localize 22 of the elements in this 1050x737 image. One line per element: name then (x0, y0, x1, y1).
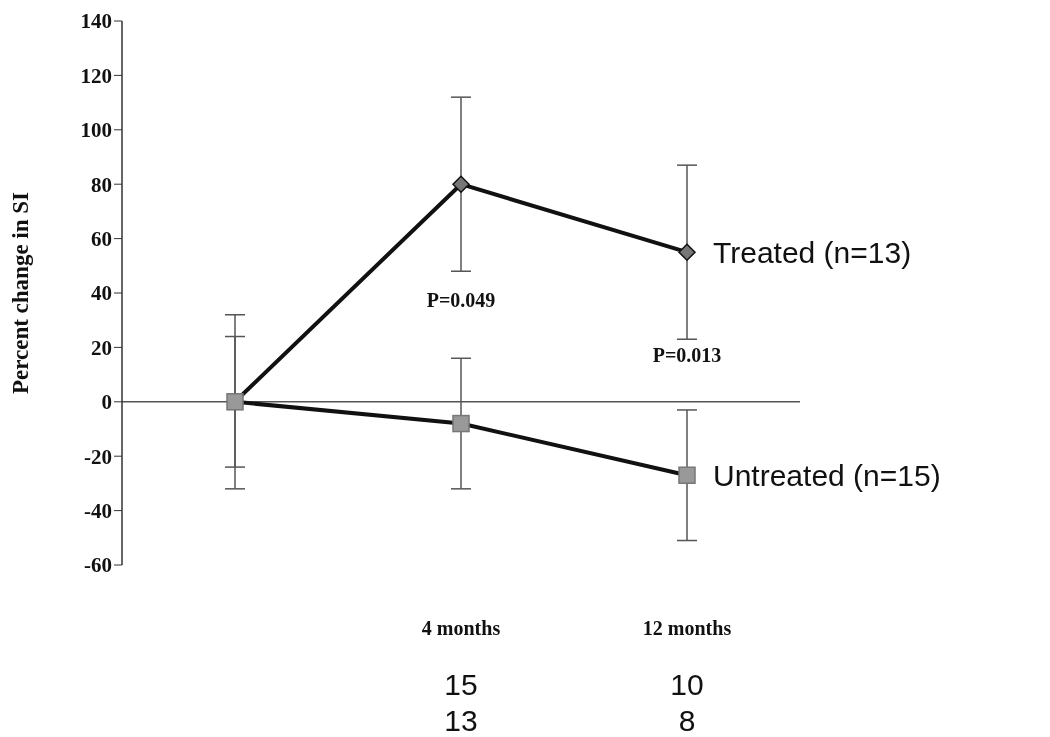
text: 13 (444, 704, 478, 737)
annotation: P=0.013 (652, 344, 722, 366)
y-tick-label: 80 (91, 172, 112, 197)
series-label: Untreated (n=15) (713, 459, 941, 493)
y-tick-label: -60 (84, 553, 112, 578)
x-tick-label: 12 months (642, 617, 732, 639)
text: 15 (444, 668, 478, 701)
y-tick-label: 0 (101, 390, 112, 415)
y-axis-title: Percent change in SI (8, 191, 34, 395)
series-label: Treated (n=13) (713, 236, 912, 270)
x-tick-label: 4 months (421, 617, 501, 639)
y-tick-label: 60 (91, 227, 112, 252)
y-tick-label: 120 (80, 63, 112, 88)
text: 8 (678, 704, 696, 737)
y-tick-label: 100 (80, 118, 112, 143)
y-tick-label: -40 (84, 499, 112, 524)
y-tick-label: 20 (91, 335, 112, 360)
annotation: P=0.049 (426, 289, 496, 311)
text: 10 (670, 668, 704, 701)
y-tick-label: -20 (84, 444, 112, 469)
y-tick-label: 140 (80, 9, 112, 34)
y-tick-label: 40 (91, 281, 112, 306)
